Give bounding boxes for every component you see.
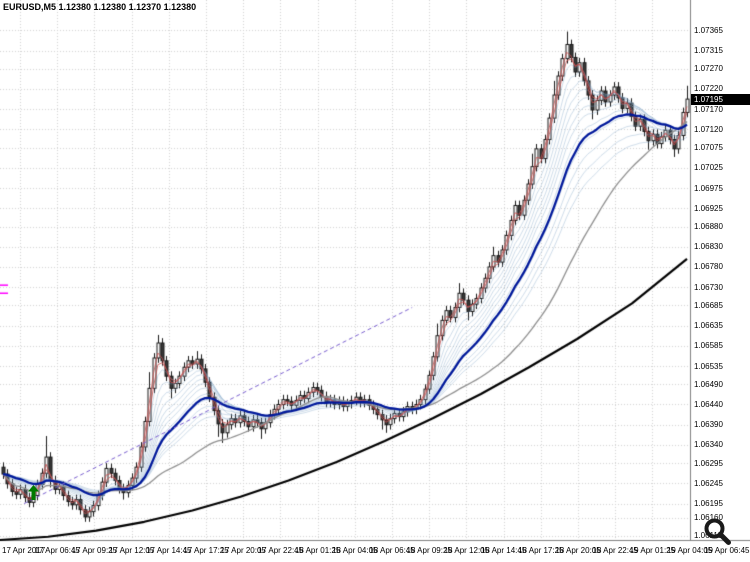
time-tick-label: 18 Apr 06:45 [369,546,415,555]
time-tick-label: 18 Apr 20:05 [555,546,601,555]
buy-arrow-icon [28,485,40,501]
time-tick-label: 17 Apr 22:45 [257,546,304,555]
price-tick-label: 1.06730 [694,282,723,292]
price-tick-label: 1.06585 [694,341,723,351]
price-tick-label: 1.07365 [694,25,723,35]
time-tick-label: 18 Apr 14:45 [480,546,527,555]
price-tick-label: 1.07120 [694,124,723,134]
time-tick-label: 17 Apr 06:45 [34,546,80,555]
time-tick-label: 17 Apr 09:25 [71,546,118,555]
zoom-icon[interactable] [702,516,732,546]
current-price-tag: 1.07195 [691,93,750,105]
time-tick-label: 17 Apr 20:05 [220,546,266,555]
time-tick-label: 18 Apr 12:05 [443,546,490,555]
price-tick-label: 1.06295 [694,458,723,468]
time-tick-label: 17 Apr 12:05 [108,546,155,555]
price-tick-label: 1.07315 [694,46,723,56]
time-tick-label: 17 Apr 2017 [2,546,46,555]
price-tick-label: 1.06635 [694,321,723,331]
price-tick-label: 1.06490 [694,379,723,389]
price-tick-label: 1.06340 [694,440,723,450]
price-tick-label: 1.06245 [694,478,723,488]
price-tick-label: 1.07170 [694,104,723,114]
price-tick-label: 1.06390 [694,420,723,430]
time-tick-label: 19 Apr 06:45 [704,546,750,555]
symbol-quote-label: EURUSD,M5 1.12380 1.12380 1.12370 1.1238… [3,2,197,12]
price-tick-label: 1.06780 [694,262,723,272]
price-tick-label: 1.06535 [694,361,723,371]
time-tick-label: 17 Apr 14:45 [146,546,192,555]
time-tick-label: 19 Apr 04:05 [666,546,713,555]
time-tick-label: 19 Apr 01:25 [629,546,676,555]
price-tick-label: 1.06830 [694,242,723,252]
time-tick-label: 17 Apr 17:25 [183,546,229,555]
price-tick-label: 1.06925 [694,203,723,213]
time-tick-label: 18 Apr 22:45 [592,546,638,555]
time-tick-label: 18 Apr 17:25 [518,546,564,555]
price-tick-label: 1.07025 [694,163,723,173]
time-tick-label: 18 Apr 01:25 [294,546,341,555]
time-tick-label: 18 Apr 09:25 [406,546,452,555]
price-tick-label: 1.07075 [694,143,723,153]
price-tick-label: 1.06160 [694,513,723,523]
price-tick-label: 1.07220 [694,84,723,94]
price-tick-label: 1.06685 [694,300,723,310]
price-tick-label: 1.06880 [694,222,723,232]
price-tick-label: 1.06975 [694,183,723,193]
price-tick-label: 1.07270 [694,64,723,74]
price-tick-label: 1.06440 [694,399,723,409]
price-tick-label: 1.06195 [694,499,723,509]
time-tick-label: 18 Apr 04:05 [332,546,378,555]
